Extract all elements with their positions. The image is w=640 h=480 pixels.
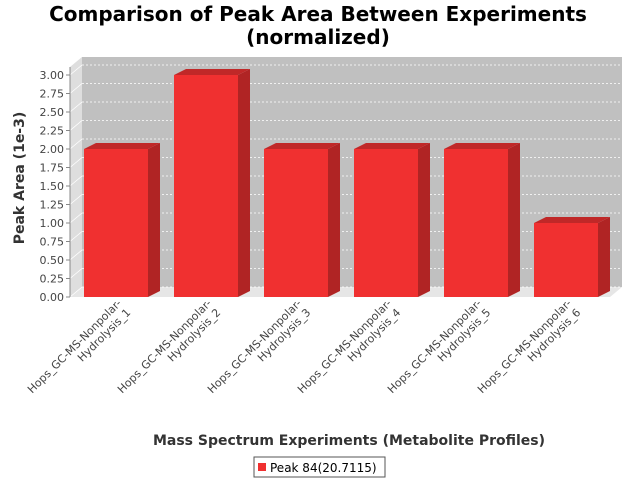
y-axis-label: Peak Area (1e-3) bbox=[12, 112, 28, 245]
y-tick-label: 1.75 bbox=[40, 162, 65, 175]
gridline-wall bbox=[69, 83, 83, 94]
gridline-wall bbox=[69, 231, 83, 242]
y-tick-label: 1.00 bbox=[40, 217, 65, 230]
gridlines bbox=[69, 64, 622, 298]
bar-side bbox=[418, 143, 430, 297]
gridline-wall bbox=[69, 286, 83, 298]
gridline-wall bbox=[69, 268, 83, 279]
gridline-wall bbox=[69, 157, 83, 168]
gridline-wall bbox=[69, 212, 83, 224]
gridline-wall bbox=[69, 64, 83, 76]
y-tick-label: 2.25 bbox=[40, 125, 65, 138]
legend-box bbox=[253, 456, 386, 478]
bar-side bbox=[328, 143, 340, 297]
bar bbox=[534, 217, 610, 297]
x-axis-label: Mass Spectrum Experiments (Metabolite Pr… bbox=[153, 433, 545, 449]
bar-front bbox=[84, 149, 148, 297]
bars bbox=[84, 69, 610, 297]
bar-front bbox=[174, 75, 238, 297]
y-tick-label: 0.00 bbox=[40, 291, 65, 304]
x-tick-label: Hops_GC-MS-Nonpolar-Hydrolysis_6 bbox=[475, 297, 583, 405]
y-tick-label: 2.50 bbox=[40, 106, 65, 119]
legend-swatch bbox=[258, 463, 266, 471]
gridline-wall bbox=[69, 175, 83, 187]
gridline-wall bbox=[69, 249, 83, 261]
bar-front bbox=[354, 149, 418, 297]
gridline-wall bbox=[69, 101, 83, 113]
y-tick-label: 0.75 bbox=[40, 236, 65, 249]
bar-front bbox=[534, 223, 598, 297]
bar-top bbox=[444, 143, 520, 149]
legend: Peak 84(20.7115) bbox=[253, 456, 386, 478]
bar bbox=[354, 143, 430, 297]
bar-side bbox=[598, 217, 610, 297]
bar-top bbox=[174, 69, 250, 75]
bar bbox=[84, 143, 160, 297]
chart-title-line1: Comparison of Peak Area Between Experime… bbox=[49, 2, 587, 26]
bar-front bbox=[444, 149, 508, 297]
legend-label: Peak 84(20.7115) bbox=[270, 461, 377, 475]
gridline-wall bbox=[69, 138, 83, 150]
x-axis-categories: Hops_GC-MS-Nonpolar-Hydrolysis_1Hops_GC-… bbox=[25, 297, 583, 405]
y-tick-label: 1.50 bbox=[40, 180, 65, 193]
bar-front bbox=[264, 149, 328, 297]
bar-side bbox=[148, 143, 160, 297]
gridline-wall bbox=[69, 120, 83, 131]
bar-top bbox=[354, 143, 430, 149]
bar-side bbox=[508, 143, 520, 297]
bar bbox=[444, 143, 520, 297]
y-tick-label: 0.25 bbox=[40, 273, 65, 286]
y-tick-label: 1.25 bbox=[40, 199, 65, 212]
y-tick-label: 0.50 bbox=[40, 254, 65, 267]
y-tick-label: 2.00 bbox=[40, 143, 65, 156]
y-axis: 0.00 0.25 0.50 0.75 1.00 1.25 1.50 1.75 2.00 2.25… bbox=[40, 67, 71, 304]
plot-wall bbox=[70, 57, 82, 297]
bar bbox=[174, 69, 250, 297]
y-tick-label: 2.75 bbox=[40, 88, 65, 101]
y-tick-label: 3.00 bbox=[40, 69, 65, 82]
bar bbox=[264, 143, 340, 297]
bar-side bbox=[238, 69, 250, 297]
chart-title-line2: (normalized) bbox=[246, 25, 390, 49]
bar-top bbox=[534, 217, 610, 223]
bar-top bbox=[264, 143, 340, 149]
gridline-wall bbox=[69, 194, 83, 205]
bar-top bbox=[84, 143, 160, 149]
